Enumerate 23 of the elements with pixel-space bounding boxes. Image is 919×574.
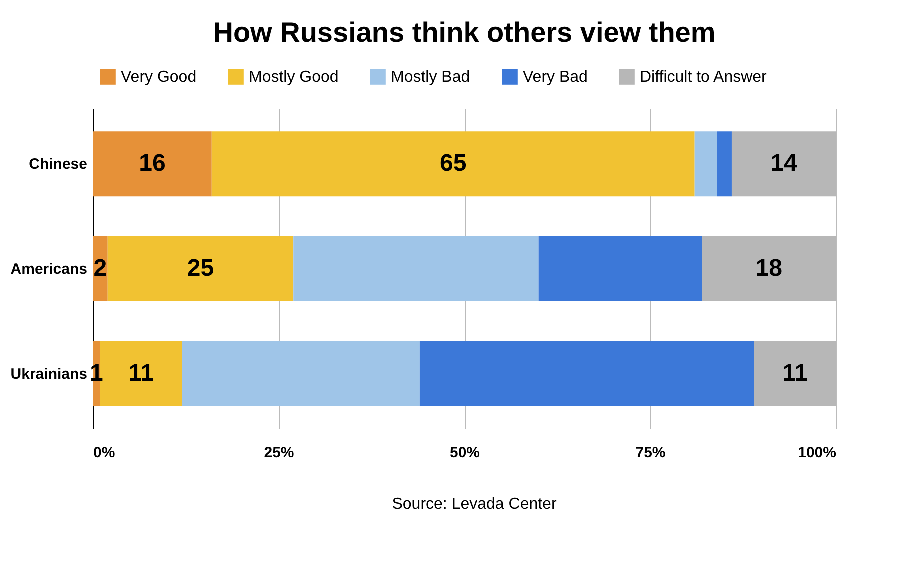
y-tick-label: Chinese <box>29 156 88 174</box>
legend-label: Difficult to Answer <box>640 69 768 86</box>
data-label: 11 <box>782 360 808 387</box>
x-tick-label: 75% <box>636 444 666 462</box>
x-tick-label: 100% <box>798 444 836 462</box>
data-label: 2 <box>94 255 108 282</box>
data-label: 16 <box>139 150 166 178</box>
source-note: Source: Levada Center <box>392 496 558 513</box>
data-label: 18 <box>756 255 782 282</box>
y-tick-label: Ukrainians <box>10 366 88 383</box>
data-label: 25 <box>187 255 214 282</box>
data-label: 65 <box>440 150 467 178</box>
y-tick-label: Americans <box>10 261 88 278</box>
data-label: 11 <box>128 360 154 387</box>
chart-title: How Russians think others view them <box>213 17 716 48</box>
data-label: 14 <box>770 150 798 178</box>
x-tick-label: 25% <box>264 444 294 462</box>
legend-label: Very Good <box>121 69 197 86</box>
legend-label: Mostly Good <box>249 69 339 86</box>
legend-label: Very Bad <box>523 69 588 86</box>
legend-label: Mostly Bad <box>391 69 470 86</box>
x-tick-label: 0% <box>94 444 116 462</box>
x-tick-label: 50% <box>450 444 480 462</box>
